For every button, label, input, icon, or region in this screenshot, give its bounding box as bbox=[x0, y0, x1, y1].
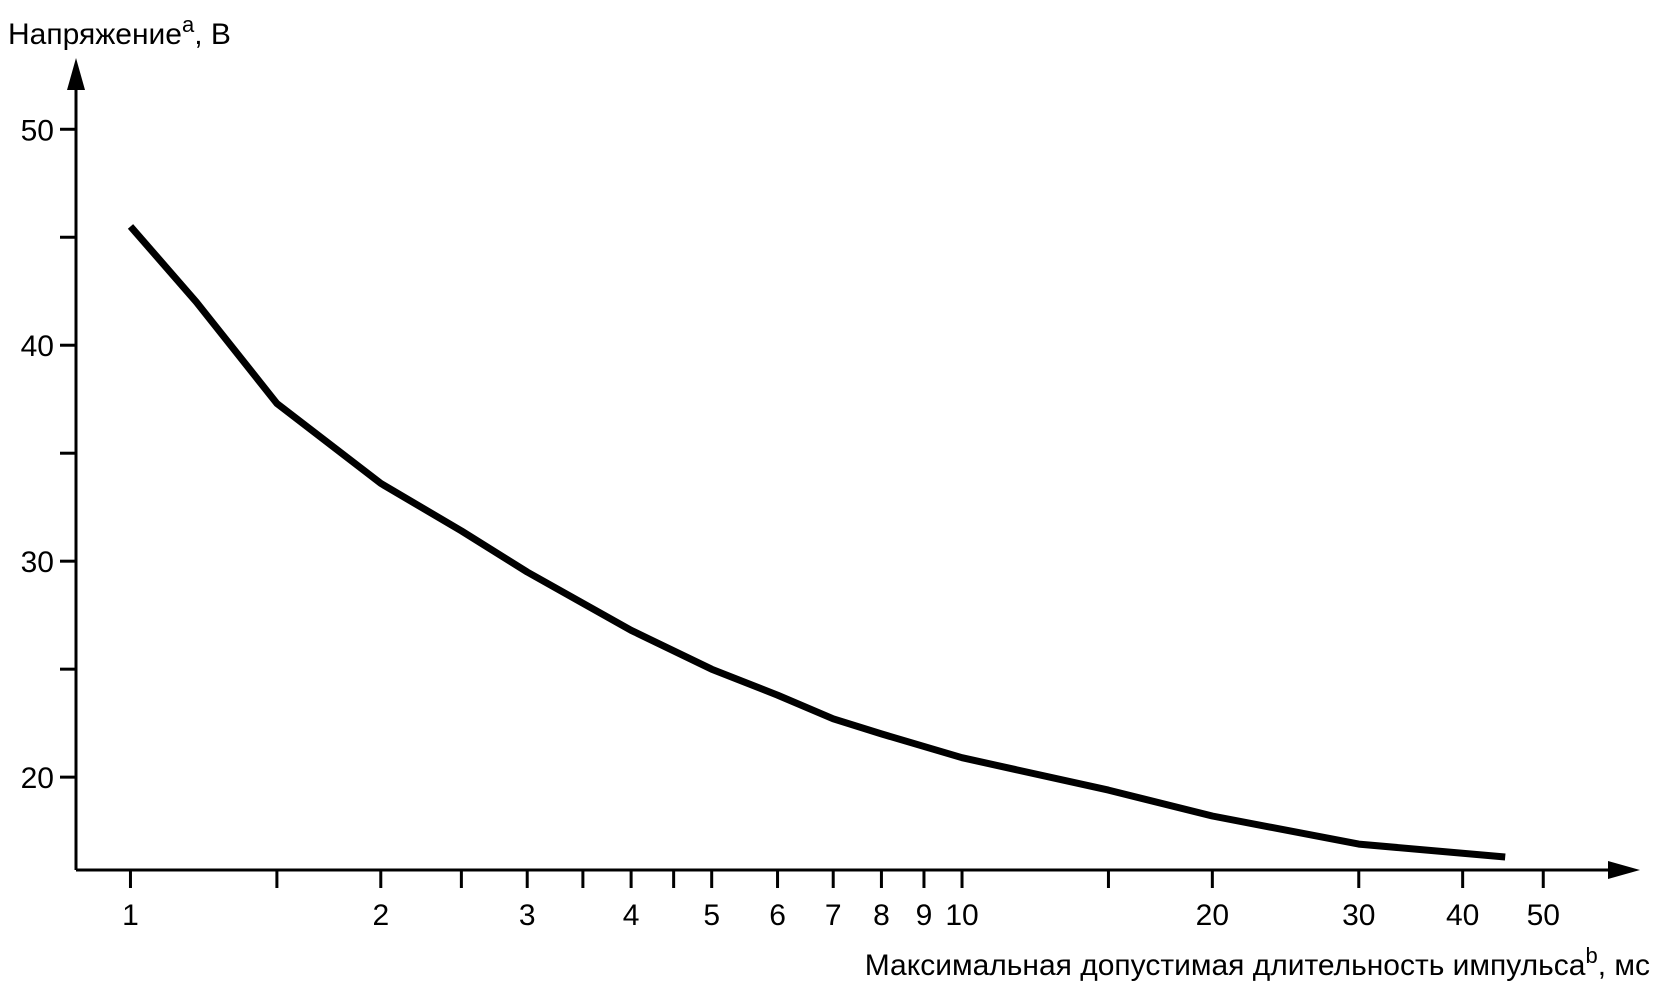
y-axis-arrow bbox=[67, 58, 85, 90]
x-axis-label-note: b bbox=[1585, 943, 1597, 968]
x-axis-arrow bbox=[1608, 861, 1640, 879]
y-tick-label: 20 bbox=[21, 762, 54, 795]
x-tick-label: 50 bbox=[1527, 899, 1560, 932]
x-tick-label: 5 bbox=[703, 899, 720, 932]
x-axis-label-unit: , мс bbox=[1598, 949, 1650, 982]
x-tick-label: 3 bbox=[519, 899, 536, 932]
line-series bbox=[127, 224, 1506, 861]
x-tick-label: 30 bbox=[1342, 899, 1375, 932]
x-tick-label: 8 bbox=[873, 899, 890, 932]
y-axis-label-text: Напряжение bbox=[8, 18, 182, 51]
x-tick-label: 10 bbox=[945, 899, 978, 932]
x-axis-label: Максимальная допустимая длительность имп… bbox=[865, 943, 1650, 982]
y-tick-label: 40 bbox=[21, 330, 54, 363]
x-tick-label: 6 bbox=[769, 899, 786, 932]
x-axis-label-text: Максимальная допустимая длительность имп… bbox=[865, 949, 1586, 982]
y-tick-label: 50 bbox=[21, 114, 54, 147]
x-tick-label: 7 bbox=[825, 899, 842, 932]
y-tick-label: 30 bbox=[21, 546, 54, 579]
x-tick-label: 2 bbox=[372, 899, 389, 932]
x-tick-label: 40 bbox=[1446, 899, 1479, 932]
y-axis-label-unit: , В bbox=[194, 18, 231, 51]
x-tick-label: 9 bbox=[916, 899, 933, 932]
y-axis-label-note: a bbox=[182, 12, 195, 37]
x-tick-label: 4 bbox=[623, 899, 640, 932]
x-tick-label: 20 bbox=[1196, 899, 1229, 932]
y-axis-label: Напряжениеa, В bbox=[8, 12, 231, 51]
x-tick-label: 1 bbox=[122, 899, 139, 932]
